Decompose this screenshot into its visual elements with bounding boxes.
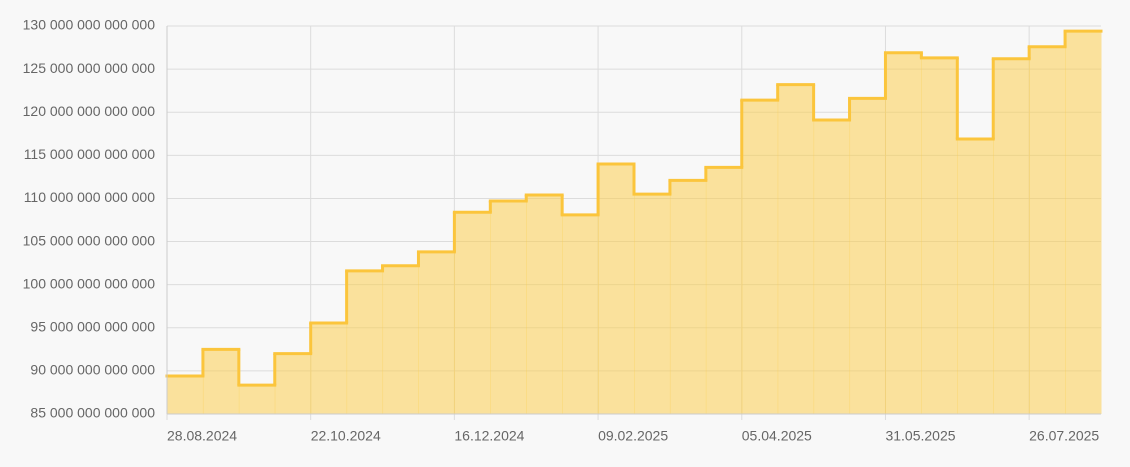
area-step <box>526 194 563 414</box>
area-step <box>1029 46 1066 415</box>
y-tick-label: 110 000 000 000 000 <box>24 189 156 205</box>
area-step <box>418 251 455 414</box>
area-step <box>382 265 419 414</box>
area-step <box>167 376 204 414</box>
area-step <box>669 180 707 414</box>
x-tick-label: 05.04.2025 <box>742 428 812 444</box>
area-step <box>238 385 276 414</box>
area-step <box>634 194 671 414</box>
area-step <box>921 57 958 414</box>
area-step <box>490 201 527 414</box>
area-step <box>993 58 1030 415</box>
area-step <box>957 138 994 414</box>
y-tick-label: 120 000 000 000 000 <box>23 103 156 119</box>
area-step <box>705 167 743 414</box>
x-tick-label: 28.08.2024 <box>167 428 237 444</box>
area-step <box>849 98 886 414</box>
y-tick-label: 115 000 000 000 000 <box>24 146 156 162</box>
y-tick-label: 95 000 000 000 000 <box>30 318 155 334</box>
x-tick-label: 31.05.2025 <box>885 428 955 444</box>
area-step <box>741 100 779 414</box>
area-step <box>813 119 851 414</box>
x-tick-label: 26.07.2025 <box>1029 428 1099 444</box>
area-step <box>202 349 240 414</box>
area-step <box>346 270 384 414</box>
y-tick-label: 125 000 000 000 000 <box>23 60 156 76</box>
x-tick-label: 22.10.2024 <box>311 428 381 444</box>
area-step <box>885 52 922 415</box>
area-step <box>310 323 348 414</box>
area-step <box>777 84 815 415</box>
area-step <box>598 163 635 414</box>
y-tick-label: 90 000 000 000 000 <box>30 362 155 378</box>
area-step <box>274 353 312 414</box>
x-tick-label: 16.12.2024 <box>454 428 524 444</box>
area-step <box>562 214 599 414</box>
x-tick-label: 09.02.2025 <box>598 428 668 444</box>
area-step <box>454 212 491 414</box>
y-tick-label: 100 000 000 000 000 <box>23 275 156 291</box>
y-tick-label: 130 000 000 000 000 <box>23 17 156 33</box>
area-step <box>1065 31 1102 414</box>
y-tick-label: 85 000 000 000 000 <box>30 405 155 421</box>
y-tick-label: 105 000 000 000 000 <box>23 232 156 248</box>
